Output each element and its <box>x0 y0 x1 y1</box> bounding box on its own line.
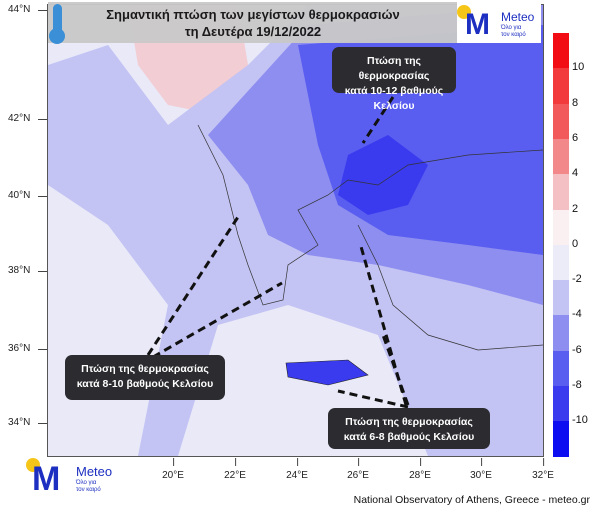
colorbar-label: 10 <box>572 61 585 74</box>
title-line-2: τη Δευτέρα 19/12/2022 <box>184 24 322 39</box>
lat-tick: 34°N <box>8 417 48 428</box>
colorbar-label: 0 <box>572 237 579 250</box>
callout-8-10: Πτώση της θερμοκρασίας κατά 8-10 βαθμούς… <box>65 355 225 400</box>
max-drop-region <box>338 135 428 215</box>
credit-text: National Observatory of Athens, Greece -… <box>353 494 590 506</box>
colorbar-label: -10 <box>572 414 588 427</box>
lat-tick: 44°N <box>8 4 48 15</box>
callout-10-12: Πτώση της θερμοκρασίας κατά 10-12 βαθμού… <box>332 47 456 112</box>
colorbar-bin <box>553 138 569 175</box>
meteo-logo-bottom: M Meteo Όλο για τον καιρό <box>26 458 126 498</box>
colorbar-label: -4 <box>572 308 582 321</box>
colorbar-bin <box>553 315 569 352</box>
lon-tick: 32°E <box>532 458 554 481</box>
colorbar-bin <box>553 421 569 458</box>
colorbar-label: 2 <box>572 202 579 215</box>
lon-tick: 28°E <box>409 458 431 481</box>
colorbar-label: 6 <box>572 131 579 144</box>
lon-tick: 26°E <box>347 458 369 481</box>
colorbar-label: -6 <box>572 343 582 356</box>
colorbar-bin <box>553 33 569 69</box>
colorbar-bin <box>553 244 569 281</box>
lon-tick: 30°E <box>470 458 492 481</box>
meteo-logo-top: M Meteo Όλο για τον καιρό <box>457 2 541 43</box>
lat-tick: 42°N <box>8 113 48 124</box>
colorbar-bin <box>553 174 569 210</box>
lat-tick: 38°N <box>8 265 48 276</box>
lat-tick: 40°N <box>8 190 48 201</box>
colorbar-label: 8 <box>572 96 579 109</box>
colorbar-label: -8 <box>572 379 582 391</box>
drop-arrows <box>146 96 410 409</box>
coastline-turkey <box>357 224 543 351</box>
colorbar-bin <box>553 103 569 140</box>
crete <box>285 359 369 386</box>
colorbar-bin <box>553 280 569 316</box>
colorbar-label: -2 <box>572 273 582 286</box>
colorbar-bin <box>553 209 569 246</box>
lon-tick: 22°E <box>224 458 246 481</box>
colorbar-label: 4 <box>572 167 579 180</box>
colorbar-bin <box>553 386 569 422</box>
thermometer-icon <box>49 4 65 44</box>
lat-tick: 36°N <box>8 343 48 354</box>
lon-tick: 20°E <box>162 458 184 481</box>
title-banner: Σημαντική πτώση των μεγίστων θερμοκρασιώ… <box>48 2 458 43</box>
callout-6-8: Πτώση της θερμοκρασίας κατά 6-8 βαθμούς … <box>328 408 490 449</box>
colorbar-bin <box>553 68 569 105</box>
colorbar-bin <box>553 350 569 387</box>
title-line-1: Σημαντική πτώση των μεγίστων θερμοκρασιώ… <box>106 7 400 22</box>
coastline <box>197 124 543 306</box>
lon-tick: 24°E <box>286 458 308 481</box>
